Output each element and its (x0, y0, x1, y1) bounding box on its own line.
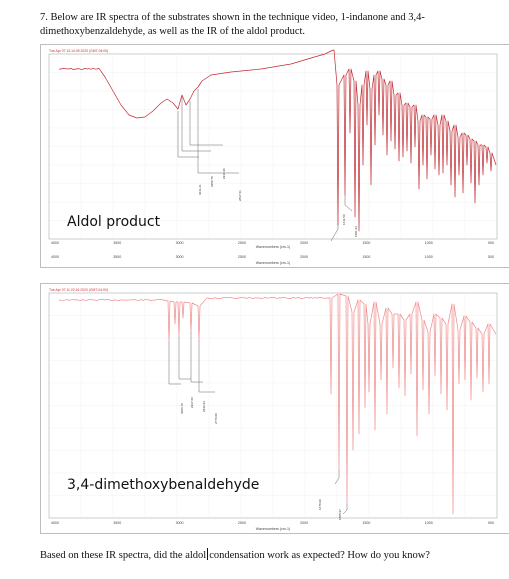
x-tick-lower-4000: 4000 (51, 255, 59, 259)
peak-label: 2950.70 (210, 176, 214, 187)
x-tick-500: 500 (488, 521, 494, 525)
spectrum-trace (58, 49, 497, 232)
x-tick-3500: 3500 (113, 521, 121, 525)
footer-text-end: condensation work as expected? How do yo… (209, 550, 430, 561)
x-tick-labels: 4000 3500 3000 2500 2000 1500 1000 500 (51, 241, 494, 245)
x-tick-2500: 2500 (238, 521, 246, 525)
footer-question: Based on these IR spectra, did the aldol… (40, 548, 500, 563)
peak-leaders: 3011.21 2950.70 2936.96 2837.61 1611.50 1581.… (177, 89, 358, 242)
ir-spectrum-dimethoxybenzaldehyde: Tue Apr 07 11:22:16 2020 (GMT-04:00) 300… (40, 283, 509, 534)
grid-lines (49, 293, 497, 518)
peak-label: 1585.97 (338, 509, 342, 520)
spectrum-header: Tue Apr 07 13:14:39 2020 (GMT-04:00) (49, 49, 108, 53)
x-tick-2000: 2000 (300, 521, 308, 525)
x-tick-3000: 3000 (176, 241, 184, 245)
x-tick-3500: 3500 (113, 241, 121, 245)
x-tick-4000: 4000 (51, 521, 59, 525)
grid-lines (49, 54, 497, 239)
x-tick-lower-3000: 3000 (176, 255, 184, 259)
peak-label: 1678.90 (318, 499, 322, 510)
peak-label: 2937.66 (190, 397, 194, 408)
spectrum-header: Tue Apr 07 11:22:16 2020 (GMT-04:00) (49, 288, 108, 292)
x-tick-2500: 2500 (238, 241, 246, 245)
ir-spectrum-aldol-product: Tue Apr 07 13:14:39 2020 (GMT-04:00) 301… (40, 44, 509, 268)
question-text: 7. Below are IR spectra of the substrate… (40, 12, 425, 37)
peak-label: 2776.00 (214, 413, 218, 424)
spectrum-label: 3,4-dimethoxybenaldehyde (67, 477, 259, 493)
peak-label: 2837.61 (238, 190, 242, 201)
spectrum-trace (58, 293, 497, 515)
x-tick-1500: 1500 (362, 241, 370, 245)
spectrum-plot-1: Tue Apr 07 13:14:39 2020 (GMT-04:00) 301… (48, 49, 498, 265)
x-tick-4000: 4000 (51, 241, 59, 245)
x-tick-1500: 1500 (362, 521, 370, 525)
x-tick-lower-2500: 2500 (238, 255, 246, 259)
x-tick-lower-2000: 2000 (300, 255, 308, 259)
footer-text-start: Based on these IR spectra, did the aldol (40, 550, 207, 561)
spectrum-plot-2: Tue Apr 07 11:22:16 2020 (GMT-04:00) 300… (48, 288, 498, 531)
x-tick-labels-lower: 4000 3500 3000 2500 2000 1500 1000 500 (51, 255, 494, 259)
peak-label: 3006.70 (180, 403, 184, 414)
x-axis-label-lower: Wavenumbers (cm-1) (256, 261, 290, 265)
spectrum-label: Aldol product (67, 214, 161, 230)
x-tick-lower-500: 500 (488, 255, 494, 259)
x-tick-lower-1500: 1500 (362, 255, 370, 259)
x-tick-lower-3500: 3500 (113, 255, 121, 259)
peak-label: 3011.21 (198, 184, 202, 195)
x-axis-label: Wavenumbers (cm-1) (256, 527, 290, 531)
x-tick-2000: 2000 (300, 241, 308, 245)
peak-label: 1611.50 (342, 214, 346, 225)
peak-leaders: 3006.70 2937.66 2842.94 2776.00 1678.90 1585.… (168, 332, 348, 520)
x-axis-label: Wavenumbers (cm-1) (256, 245, 290, 249)
peak-label: 2842.94 (202, 401, 206, 412)
x-tick-labels: 4000 3500 3000 2500 2000 1500 1000 500 (51, 521, 494, 525)
x-tick-3000: 3000 (176, 521, 184, 525)
x-tick-lower-1000: 1000 (425, 255, 433, 259)
x-tick-500: 500 (488, 241, 494, 245)
x-tick-1000: 1000 (425, 241, 433, 245)
x-tick-1000: 1000 (425, 521, 433, 525)
text-cursor (207, 548, 209, 560)
peak-label: 1581.93 (354, 226, 358, 237)
peak-label: 2936.96 (222, 168, 226, 179)
